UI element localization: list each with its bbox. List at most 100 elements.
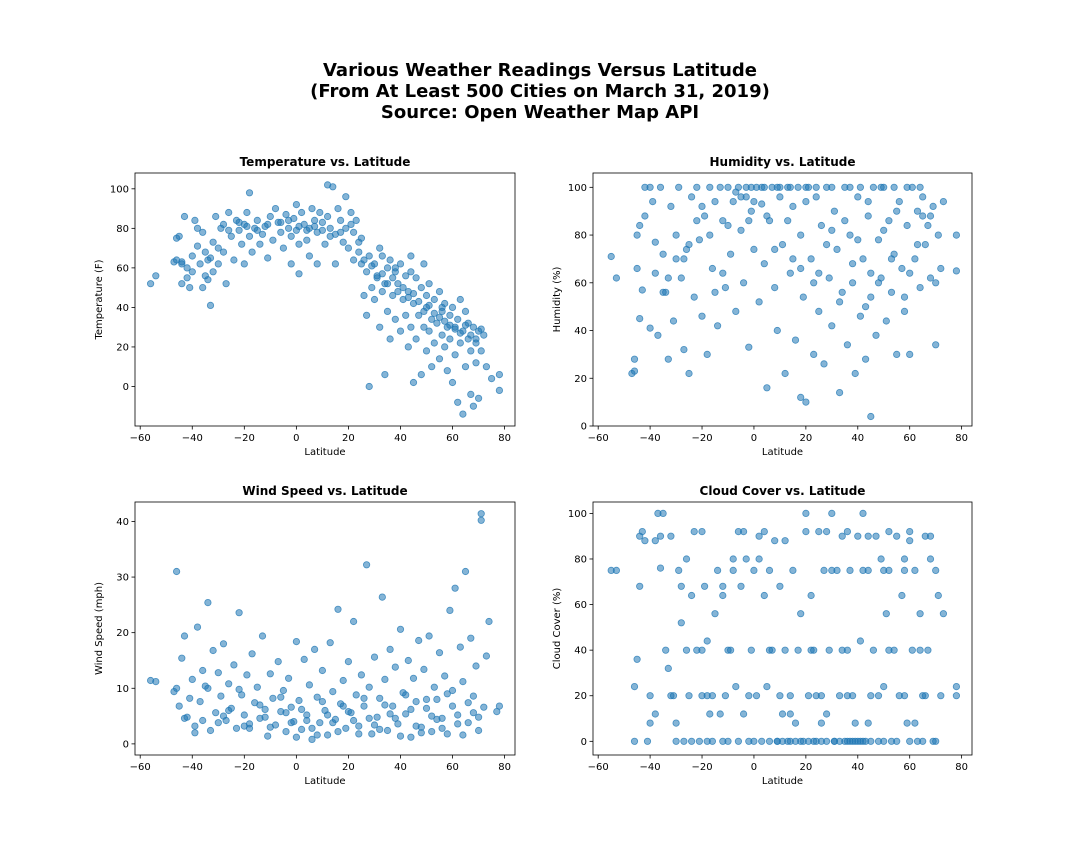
wind-speed-point xyxy=(323,731,332,739)
temperature-point xyxy=(456,329,464,337)
humidity-point xyxy=(773,183,781,191)
temperature-x-tick-label: 60 xyxy=(446,433,459,444)
cloud-cover-point xyxy=(630,737,639,745)
cloud-cover-point xyxy=(708,692,717,700)
humidity-point xyxy=(724,221,732,230)
humidity-point xyxy=(745,343,753,351)
humidity-x-axis-label: Latitude xyxy=(762,447,803,458)
cloud-cover-point xyxy=(864,532,872,540)
cloud-cover-y-tick-label: 20 xyxy=(574,691,587,702)
wind-speed-point xyxy=(420,665,428,674)
humidity-point xyxy=(784,217,792,225)
wind-speed-point xyxy=(264,732,272,740)
temperature-point xyxy=(376,244,384,252)
cloud-cover-point xyxy=(786,692,794,700)
wind-speed-x-tick-label: −60 xyxy=(130,762,151,773)
temperature-point xyxy=(264,220,272,228)
temperature-point xyxy=(407,323,415,331)
wind-speed-point xyxy=(433,695,441,704)
wind-speed-point xyxy=(355,722,363,730)
cloud-cover-point xyxy=(916,646,924,654)
temperature-point xyxy=(212,212,220,221)
cloud-cover-point xyxy=(680,737,688,745)
temperature-point xyxy=(279,244,287,252)
humidity-point xyxy=(874,279,883,287)
wind-speed-point xyxy=(428,712,436,720)
humidity-point xyxy=(703,350,711,358)
humidity-point xyxy=(859,255,867,263)
cloud-cover-point xyxy=(659,509,667,518)
wind-speed-point xyxy=(480,703,488,711)
cloud-cover-point xyxy=(908,646,916,654)
temperature-point xyxy=(373,274,381,282)
temperature-point xyxy=(186,283,194,292)
temperature-point xyxy=(420,323,428,331)
temperature-point xyxy=(188,268,196,276)
wind-speed-point xyxy=(329,719,337,727)
temperature-point xyxy=(430,339,438,347)
humidity-point xyxy=(810,279,818,287)
cloud-cover-point xyxy=(802,509,810,518)
wind-speed-point xyxy=(461,567,470,576)
wind-speed-point xyxy=(313,693,321,701)
temperature-point xyxy=(389,291,397,300)
temperature-point xyxy=(399,283,407,292)
cloud-cover-point xyxy=(893,737,901,745)
wind-speed-point xyxy=(180,714,189,722)
wind-speed-point xyxy=(409,674,418,682)
wind-speed-point xyxy=(334,727,342,736)
cloud-cover-point xyxy=(716,710,724,718)
wind-speed-point xyxy=(212,709,220,717)
cloud-cover-point xyxy=(934,591,942,600)
cloud-cover-point xyxy=(815,527,823,536)
temperature-point xyxy=(199,283,207,292)
cloud-cover-point xyxy=(838,646,846,654)
humidity-point xyxy=(939,198,948,206)
wind-speed-point xyxy=(274,657,282,666)
cloud-cover-point xyxy=(872,532,880,540)
wind-speed-point xyxy=(219,712,228,720)
cloud-cover-point xyxy=(713,566,722,575)
temperature-point xyxy=(336,216,345,224)
cloud-cover-point xyxy=(672,737,680,745)
wind-speed-point xyxy=(323,711,332,719)
wind-speed-point xyxy=(235,609,243,617)
wind-speed-point xyxy=(204,684,212,692)
wind-speed-point xyxy=(378,593,386,601)
humidity-y-tick-label: 0 xyxy=(581,422,587,433)
wind-speed-point xyxy=(386,710,394,718)
temperature-point xyxy=(180,212,189,221)
cloud-cover-point xyxy=(765,646,774,654)
humidity-y-tick-label: 40 xyxy=(574,326,587,337)
temperature-point xyxy=(292,201,300,209)
humidity-x-tick-label: 40 xyxy=(851,433,864,444)
temperature-point xyxy=(441,343,449,351)
wind-speed-point xyxy=(435,649,444,657)
wind-speed-point xyxy=(316,719,324,727)
cloud-cover-point xyxy=(700,582,709,590)
humidity-point xyxy=(742,193,750,201)
wind-speed-point xyxy=(339,676,347,685)
temperature-point xyxy=(183,264,191,272)
temperature-point xyxy=(433,319,441,327)
cloud-cover-point xyxy=(771,537,779,545)
temperature-point xyxy=(245,189,254,197)
humidity-chart: −60 −40 −20 0 20 40 60 80 0 20 40 60 80 100 Humidity v… xyxy=(552,155,973,458)
cloud-cover-point xyxy=(911,566,919,575)
humidity-point xyxy=(690,293,698,301)
humidity-point xyxy=(900,307,909,315)
wind-speed-point xyxy=(199,716,207,725)
cloud-cover-point xyxy=(820,566,828,575)
figure-title-line-1: Various Weather Readings Versus Latitude xyxy=(322,60,758,81)
wind-speed-point xyxy=(243,671,251,679)
humidity-point xyxy=(867,269,875,277)
humidity-point xyxy=(937,264,945,273)
cloud-cover-point xyxy=(781,537,789,545)
humidity-point xyxy=(693,183,701,191)
cloud-cover-point xyxy=(838,532,846,540)
cloud-cover-point xyxy=(812,692,820,700)
humidity-point xyxy=(822,241,831,249)
humidity-point xyxy=(656,183,665,191)
temperature-y-tick-label: 80 xyxy=(116,224,129,235)
